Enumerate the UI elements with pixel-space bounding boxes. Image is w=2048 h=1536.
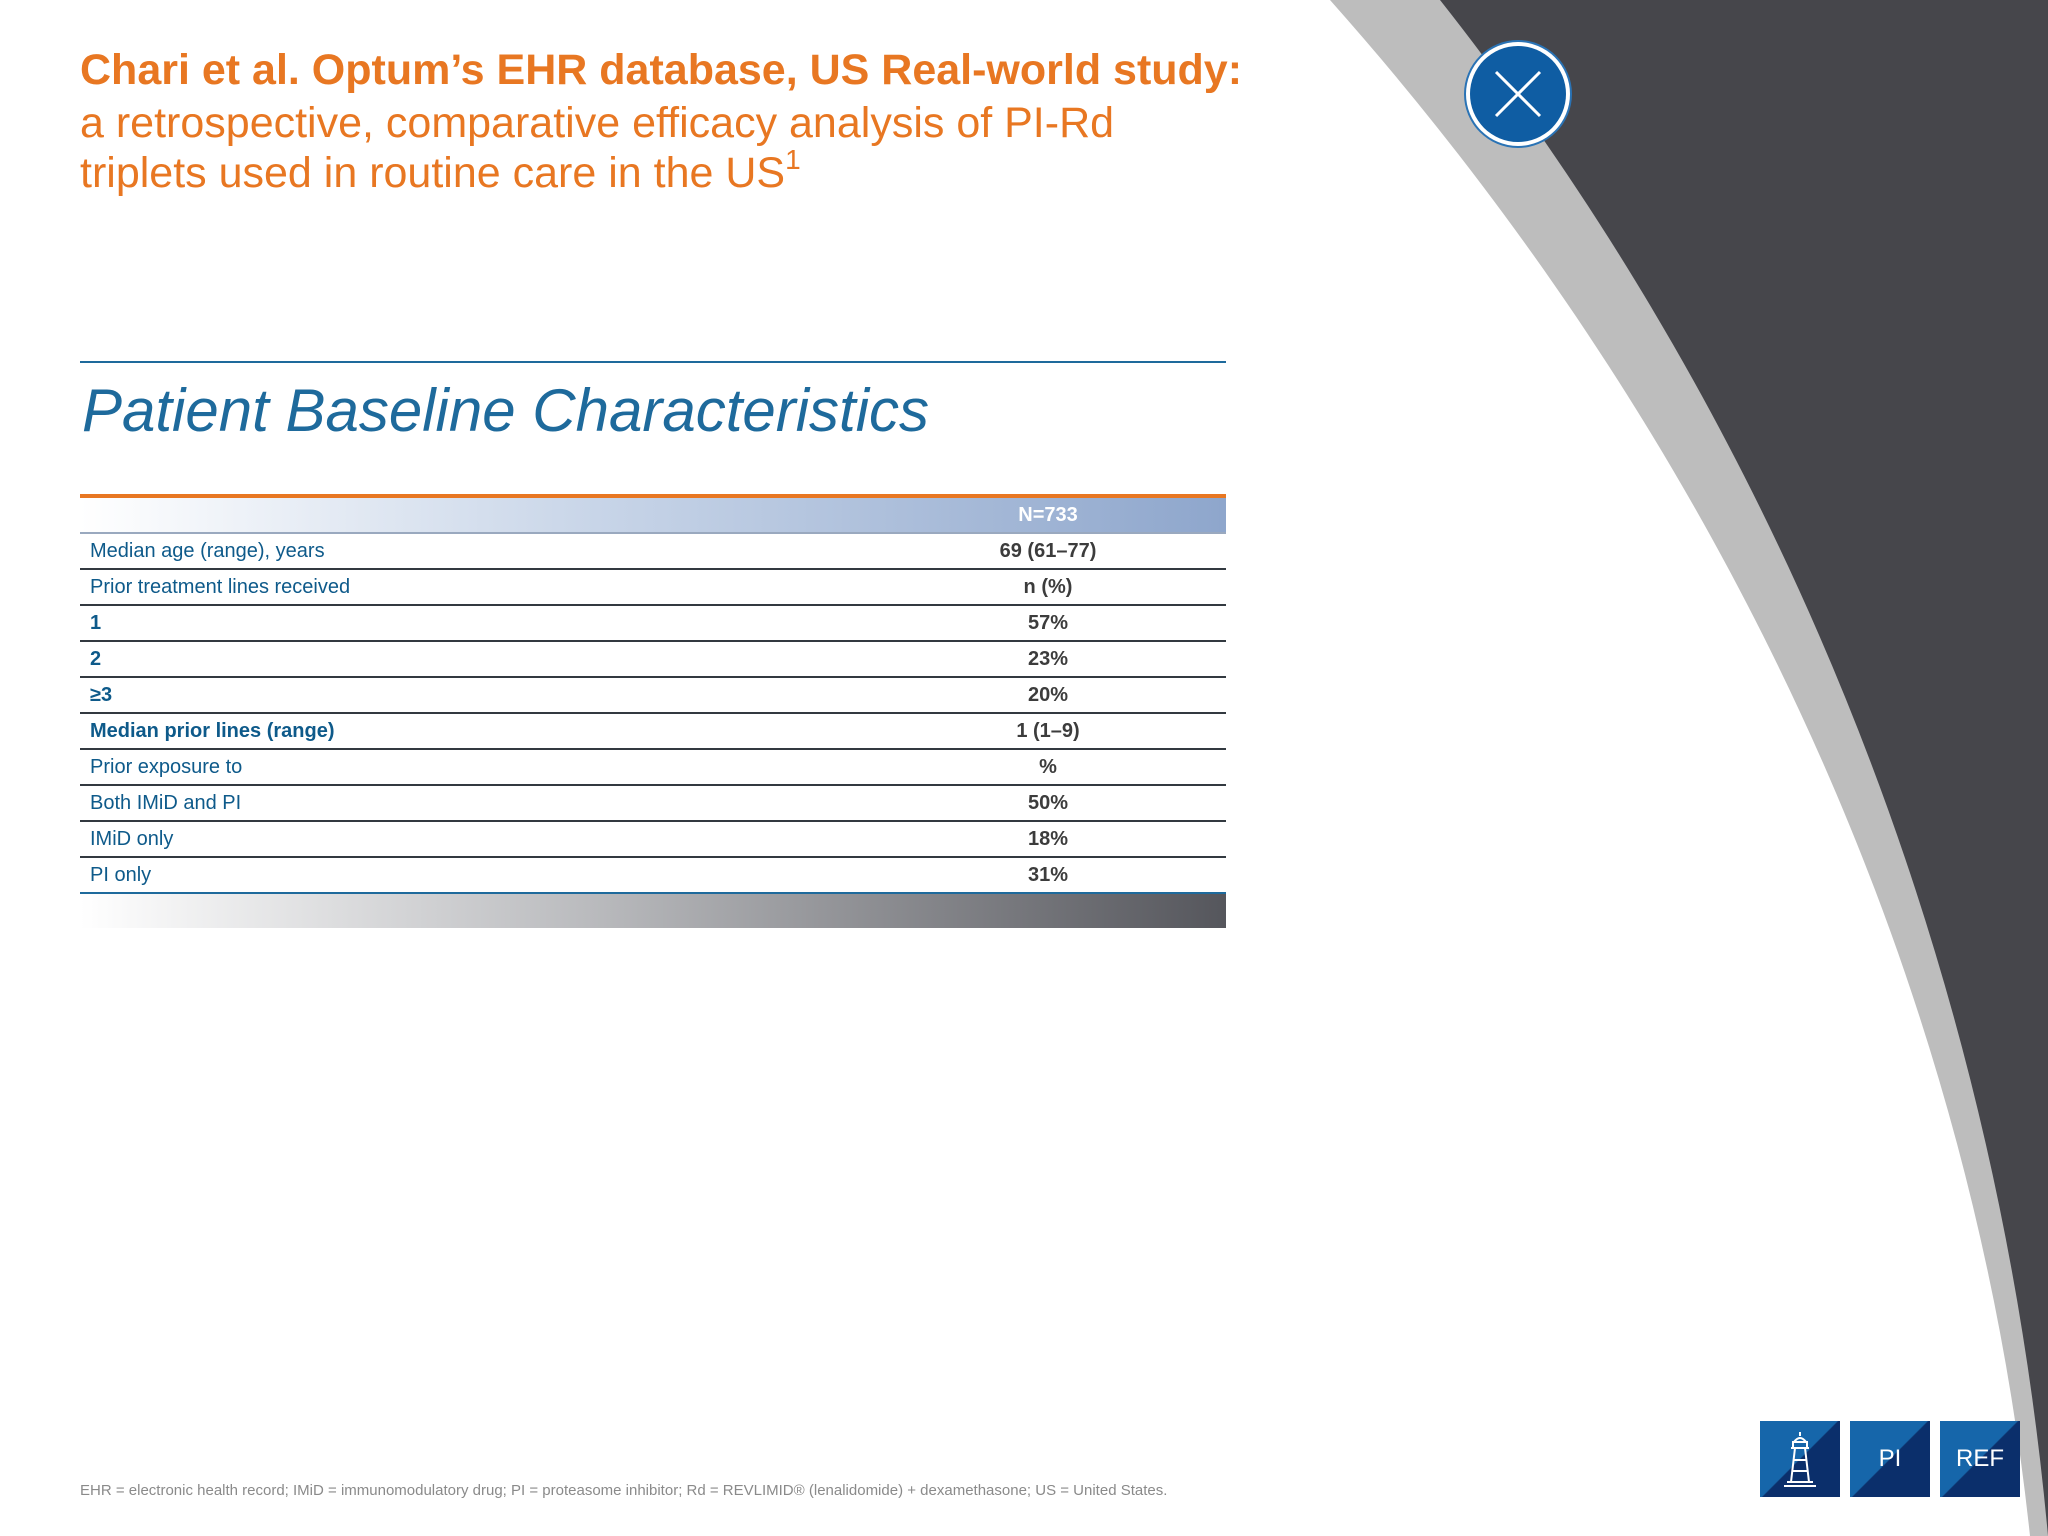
- row-value: 20%: [1027, 684, 1069, 706]
- table-row: IMiD only 18%: [80, 822, 1226, 858]
- row-label: 2: [90, 648, 102, 670]
- table-row: Prior treatment lines received n (%): [80, 570, 1226, 606]
- row-label: 1: [90, 612, 102, 634]
- row-value: 23%: [1027, 648, 1069, 670]
- table-row: Median age (range), years 69 (61–77): [80, 534, 1226, 570]
- baseline-characteristics-table: N=733 Median age (range), years 69 (61–7…: [80, 494, 1226, 928]
- ref-button[interactable]: REF: [1940, 1421, 2020, 1497]
- page-subtitle: a retrospective, comparative efficacy an…: [80, 98, 1370, 198]
- row-label: Median prior lines (range): [90, 720, 335, 742]
- row-label: Prior treatment lines received: [90, 576, 351, 598]
- row-label: Both IMiD and PI: [90, 792, 242, 814]
- section-title: Patient Baseline Characteristics: [82, 377, 930, 444]
- row-value: 1 (1–9): [1016, 720, 1080, 742]
- row-label: Prior exposure to: [90, 756, 243, 778]
- home-button[interactable]: [1760, 1421, 1840, 1497]
- table-row: Both IMiD and PI 50%: [80, 786, 1226, 822]
- subtitle-line-1: a retrospective, comparative efficacy an…: [80, 99, 1115, 147]
- table-header-row: N=733: [80, 498, 1226, 534]
- table-row: PI only 31%: [80, 858, 1226, 894]
- row-label: IMiD only: [90, 828, 174, 850]
- lighthouse-icon: [1784, 1432, 1816, 1487]
- footnote: EHR = electronic health record; IMiD = i…: [80, 1482, 1168, 1499]
- reference-superscript: 1: [785, 144, 801, 175]
- table-row: 1 57%: [80, 606, 1226, 642]
- pi-button[interactable]: PI: [1850, 1421, 1930, 1497]
- row-value: 18%: [1027, 828, 1069, 850]
- row-label: ≥3: [90, 684, 113, 706]
- row-value: 69 (61–77): [999, 540, 1097, 562]
- subtitle-line-2: triplets used in routine care in the US1: [80, 146, 1370, 198]
- subtitle-line-2-text: triplets used in routine care in the US: [80, 149, 786, 197]
- row-value: 57%: [1027, 612, 1069, 634]
- column-header-n: N=733: [1018, 504, 1078, 526]
- table-row: 2 23%: [80, 642, 1226, 678]
- title-block: Chari et al. Optum’s EHR database, US Re…: [80, 42, 1370, 198]
- table-row: Prior exposure to %: [80, 750, 1226, 786]
- row-value: n (%): [1023, 576, 1073, 598]
- close-button[interactable]: [1470, 46, 1566, 142]
- row-value: 31%: [1027, 864, 1069, 886]
- row-label: PI only: [90, 864, 152, 886]
- section-divider: [80, 361, 1226, 363]
- ref-button-label: REF: [1956, 1445, 2004, 1472]
- table-row: ≥3 20%: [80, 678, 1226, 714]
- row-value: %: [1039, 756, 1057, 778]
- close-icon: [1494, 70, 1542, 118]
- table-row: Median prior lines (range) 1 (1–9): [80, 714, 1226, 750]
- page-title: Chari et al. Optum’s EHR database, US Re…: [80, 46, 1243, 94]
- table-bottom-gradient: [80, 894, 1226, 928]
- table-top-accent: [80, 494, 1226, 498]
- row-value: 50%: [1027, 792, 1069, 814]
- pi-button-label: PI: [1878, 1445, 1902, 1472]
- row-label: Median age (range), years: [90, 540, 325, 562]
